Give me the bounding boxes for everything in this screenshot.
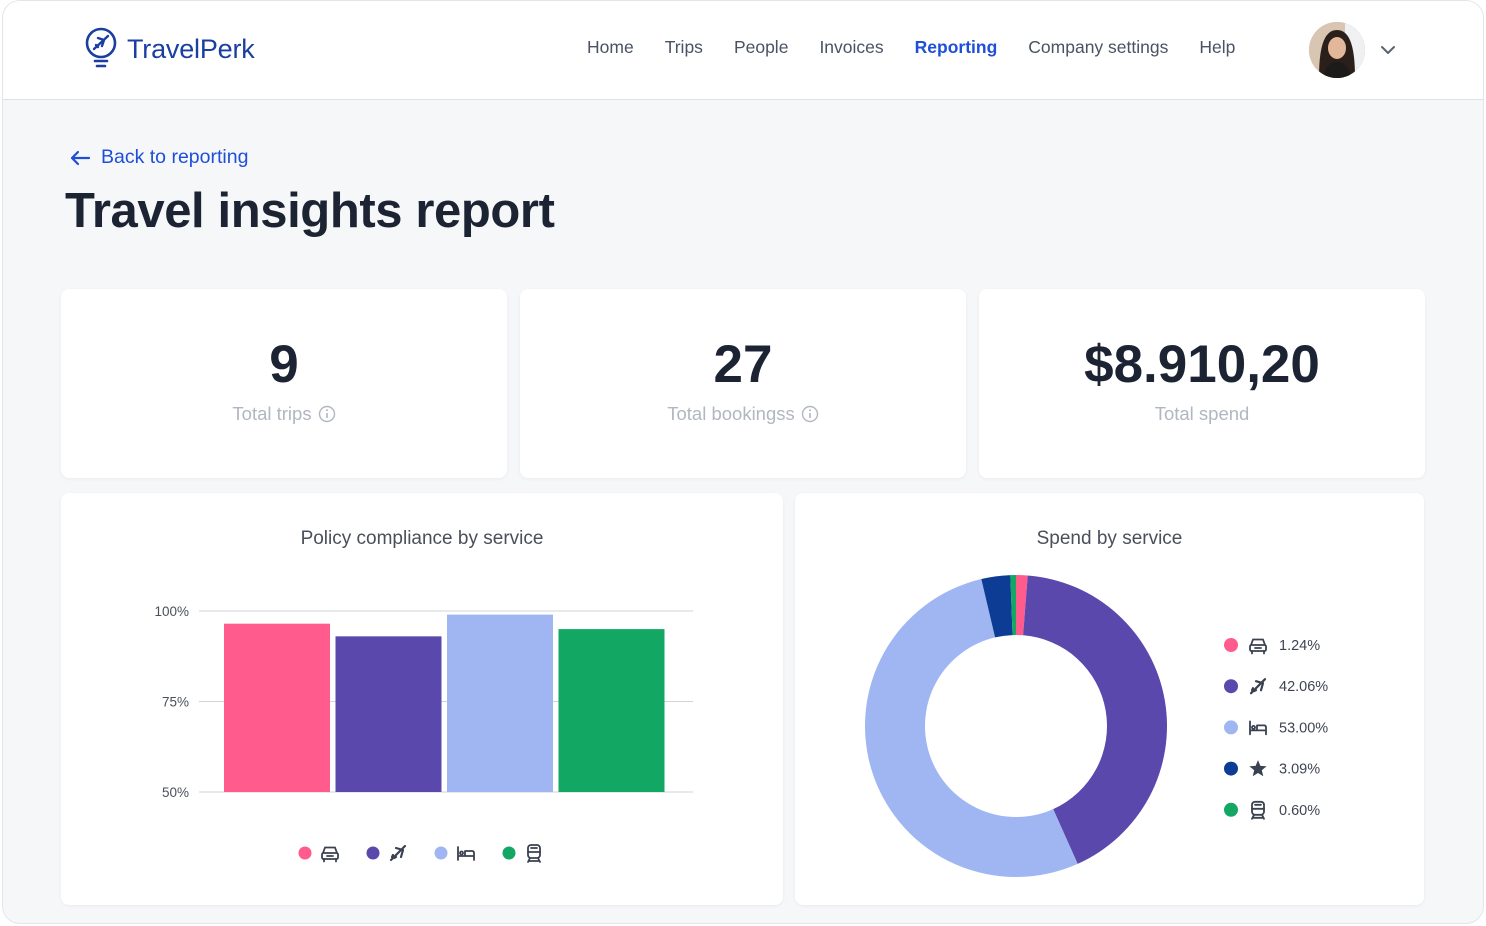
legend-percentage: 0.60% — [1279, 803, 1320, 819]
bar-car[interactable] — [224, 623, 330, 792]
stat-value: 9 — [269, 335, 299, 394]
stat-card-total-spend: $8.910,20 Total spend — [979, 289, 1425, 478]
legend-item-flight — [366, 844, 407, 862]
travelperk-logo-icon — [85, 27, 117, 68]
stat-label: Total bookingss — [667, 403, 795, 424]
star-icon — [1249, 760, 1267, 777]
avatar-photo — [1309, 22, 1365, 78]
plane-icon — [1249, 678, 1267, 695]
info-icon[interactable] — [318, 405, 336, 423]
legend-item-star: 3.09% — [1224, 760, 1320, 778]
stat-label-row: Total trips — [61, 403, 507, 425]
legend-percentage: 3.09% — [1279, 762, 1320, 778]
stat-card-total-bookings: 27 Total bookingss — [520, 289, 966, 478]
nav-item-help[interactable]: Help — [1199, 37, 1236, 57]
stat-label: Total trips — [232, 403, 312, 424]
arrow-left-icon — [70, 150, 91, 165]
car-icon — [321, 846, 339, 863]
legend-item-train: 0.60% — [1224, 800, 1320, 820]
legend-item-hotel — [434, 846, 475, 861]
policy-compliance-bar-chart: 50% 75% 100% — [154, 604, 693, 863]
info-icon[interactable] — [801, 405, 819, 423]
legend-percentage: 42.06% — [1279, 679, 1328, 695]
stat-label-row: Total spend — [979, 403, 1425, 425]
legend-dot — [1224, 802, 1238, 817]
plane-icon — [389, 844, 407, 862]
legend-dot — [1224, 761, 1238, 776]
nav-item-company-settings[interactable]: Company settings — [1028, 37, 1169, 57]
user-avatar[interactable] — [1309, 22, 1365, 78]
legend-item-car — [298, 846, 339, 863]
bar-train[interactable] — [558, 629, 665, 792]
stat-card-total-trips: 9 Total trips — [61, 289, 507, 478]
nav-item-trips[interactable]: Trips — [664, 37, 703, 57]
legend-dot — [1224, 679, 1238, 694]
donut-slice-bed[interactable] — [865, 579, 1078, 877]
legend-percentage: 53.00% — [1279, 720, 1328, 736]
stat-label: Total spend — [1154, 403, 1250, 424]
nav-item-reporting[interactable]: Reporting — [914, 37, 998, 57]
nav-item-people[interactable]: People — [733, 37, 789, 57]
chart-title: Spend by service — [1036, 528, 1183, 549]
spend-by-service-card: Spend by service 1.24% 42.06% 53.00% 3.09% 0… — [795, 493, 1424, 905]
bed-icon — [1249, 720, 1267, 736]
bed-icon — [457, 846, 475, 861]
stat-label-row: Total bookingss — [520, 403, 966, 425]
chevron-down-icon[interactable] — [1379, 41, 1397, 59]
legend-dot — [1224, 638, 1238, 652]
spend-by-service-donut-chart: 1.24% 42.06% 53.00% 3.09% 0.60% — [865, 575, 1328, 877]
y-tick-label: 100% — [154, 604, 189, 619]
car-icon — [1249, 638, 1267, 655]
brand-name: TravelPerk — [127, 33, 255, 64]
chart-title: Policy compliance by service — [300, 528, 544, 549]
donut-slice-train[interactable] — [1010, 575, 1016, 636]
back-link-label: Back to reporting — [101, 146, 249, 168]
stat-value: 27 — [713, 335, 773, 394]
legend-item-car: 1.24% — [1224, 638, 1320, 655]
bar-flight[interactable] — [335, 636, 442, 792]
brand-logo[interactable]: TravelPerk — [83, 27, 255, 71]
legend-item-train — [502, 844, 541, 863]
train-icon — [527, 844, 541, 863]
y-tick-label: 50% — [162, 785, 189, 800]
donut-slice-plane[interactable] — [1023, 575, 1167, 864]
y-tick-label: 75% — [162, 695, 189, 710]
legend-item-bed: 53.00% — [1224, 720, 1328, 736]
top-navigation-bar: TravelPerk Home Trips People Invoices Re… — [3, 1, 1483, 100]
legend-item-plane: 42.06% — [1224, 678, 1328, 695]
legend-dot — [298, 846, 312, 860]
legend-dot — [502, 846, 516, 860]
nav-item-home[interactable]: Home — [587, 37, 634, 57]
page-title: Travel insights report — [65, 184, 555, 238]
legend-dot — [1224, 720, 1238, 735]
legend-percentage: 1.24% — [1279, 638, 1320, 654]
policy-compliance-card: Policy compliance by service 50% 75% 100% — [61, 493, 783, 905]
legend-dot — [366, 846, 380, 860]
donut-slice-star[interactable] — [981, 575, 1013, 638]
train-icon — [1251, 800, 1265, 820]
stat-value: $8.910,20 — [1084, 335, 1320, 394]
main-nav: Home Trips People Invoices Reporting Com… — [587, 37, 1266, 58]
bar-hotel[interactable] — [447, 614, 553, 792]
donut-slice-car[interactable] — [1016, 575, 1028, 636]
nav-item-invoices[interactable]: Invoices — [819, 37, 884, 57]
back-to-reporting-link[interactable]: Back to reporting — [69, 146, 248, 169]
legend-dot — [434, 846, 448, 860]
